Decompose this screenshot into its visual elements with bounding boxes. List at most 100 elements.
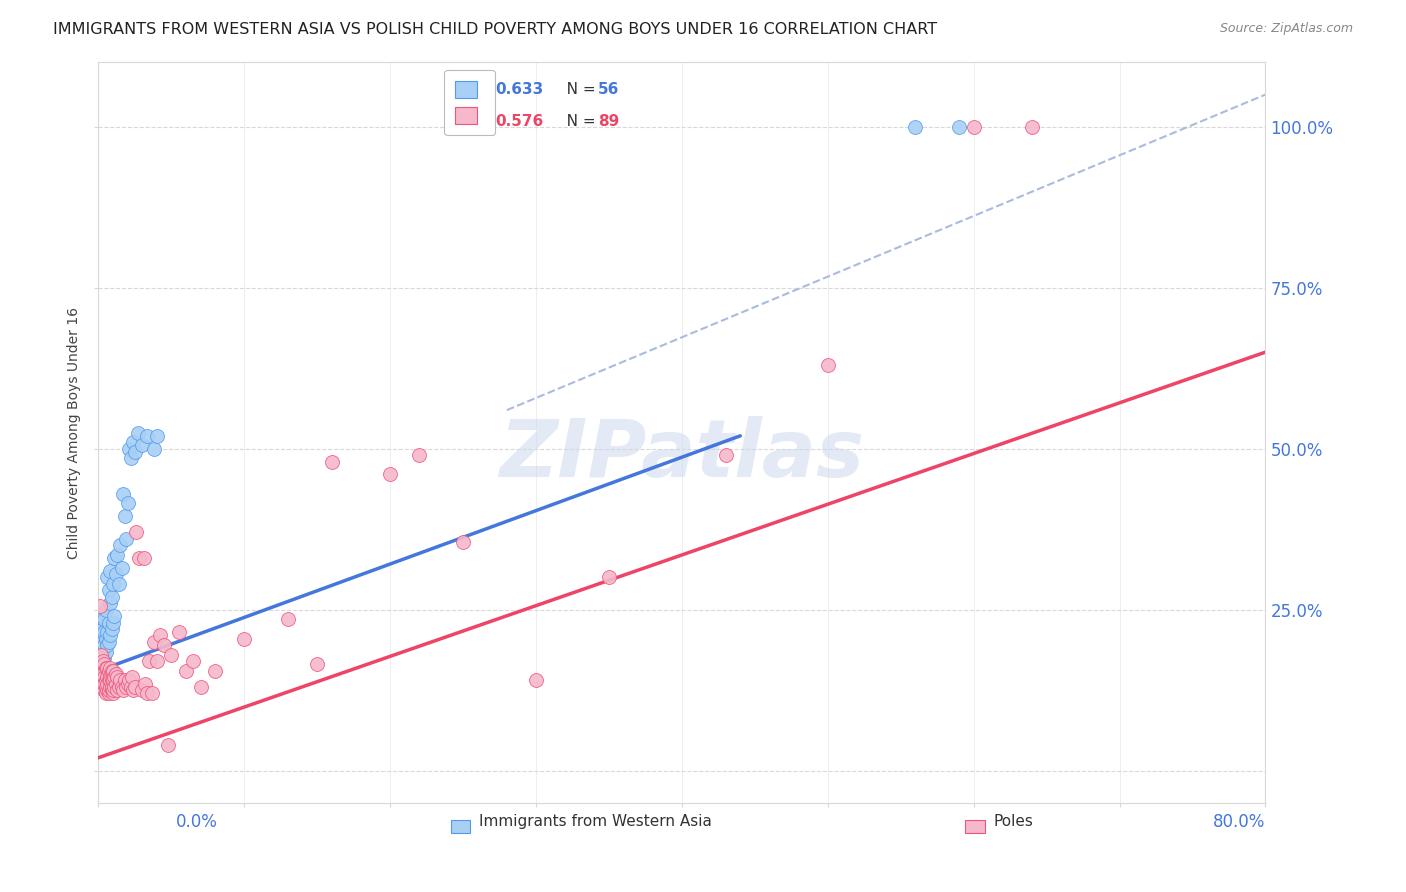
Point [142, 442, 165, 456]
Point [91, 648, 114, 662]
Text: 89: 89 [598, 114, 620, 129]
Point [124, 445, 146, 459]
Point [93, 657, 115, 672]
Point [98, 564, 121, 578]
Point [105, 670, 128, 684]
Point [97, 683, 120, 698]
Point [277, 612, 299, 626]
Point [89, 599, 111, 614]
Point [96, 670, 118, 684]
Point [100, 664, 122, 678]
Point [112, 487, 135, 501]
Point [1021, 120, 1043, 134]
Point [91, 667, 114, 681]
Point [93, 651, 115, 665]
Point [93, 670, 115, 684]
Point [142, 635, 165, 649]
Point [90, 676, 112, 690]
Point [100, 590, 122, 604]
Point [112, 683, 135, 698]
Point [93, 683, 115, 698]
Text: IMMIGRANTS FROM WESTERN ASIA VS POLISH CHILD POVERTY AMONG BOYS UNDER 16 CORRELA: IMMIGRANTS FROM WESTERN ASIA VS POLISH C… [53, 22, 938, 37]
Text: Poles: Poles [993, 814, 1033, 830]
Point [89, 670, 111, 684]
Point [121, 670, 143, 684]
Point [90, 651, 112, 665]
Point [98, 670, 121, 684]
Point [103, 551, 125, 566]
Point [128, 551, 150, 566]
Point [98, 660, 121, 674]
Point [89, 651, 111, 665]
Point [101, 686, 124, 700]
Point [101, 615, 124, 630]
Point [96, 570, 118, 584]
Point [167, 625, 190, 640]
Point [524, 673, 547, 688]
Point [117, 496, 139, 510]
Text: 0.0%: 0.0% [176, 813, 218, 830]
Point [97, 664, 120, 678]
Point [103, 670, 125, 684]
Point [97, 583, 120, 598]
Point [100, 673, 122, 688]
Point [135, 429, 157, 443]
Point [111, 561, 134, 575]
Point [101, 673, 124, 688]
Point [94, 602, 117, 616]
Point [153, 638, 176, 652]
Point [93, 625, 115, 640]
Point [146, 654, 169, 668]
Point [114, 673, 136, 688]
Point [114, 509, 136, 524]
Text: ZIPatlas: ZIPatlas [499, 416, 865, 494]
Point [91, 657, 114, 672]
Point [90, 667, 112, 681]
Point [131, 683, 153, 698]
Text: 56: 56 [598, 82, 620, 97]
Point [118, 673, 141, 688]
Point [100, 622, 122, 636]
Point [141, 686, 163, 700]
Point [115, 532, 138, 546]
Point [96, 683, 118, 698]
Point [97, 635, 120, 649]
Point [122, 683, 145, 698]
Point [101, 577, 124, 591]
Point [89, 664, 111, 678]
FancyBboxPatch shape [965, 820, 984, 832]
Point [90, 641, 112, 656]
Point [157, 738, 180, 752]
Point [90, 628, 112, 642]
Point [380, 467, 402, 482]
Point [132, 551, 155, 566]
Point [138, 654, 160, 668]
Point [110, 538, 132, 552]
Point [104, 676, 127, 690]
Point [174, 664, 197, 678]
Point [100, 683, 122, 698]
Point [149, 628, 172, 642]
Point [98, 596, 121, 610]
Point [817, 358, 839, 372]
Point [146, 429, 169, 443]
Point [451, 535, 474, 549]
Point [135, 686, 157, 700]
Point [117, 676, 139, 690]
Point [94, 632, 117, 646]
Point [90, 660, 112, 674]
Point [101, 683, 124, 698]
Point [91, 622, 114, 636]
Point [94, 680, 117, 694]
Point [962, 120, 984, 134]
Point [91, 680, 114, 694]
Point [110, 673, 132, 688]
Point [118, 442, 141, 456]
Point [91, 609, 114, 624]
Point [120, 451, 142, 466]
Point [89, 635, 111, 649]
Point [90, 660, 112, 674]
Point [108, 577, 131, 591]
Point [321, 454, 343, 468]
Point [115, 680, 138, 694]
